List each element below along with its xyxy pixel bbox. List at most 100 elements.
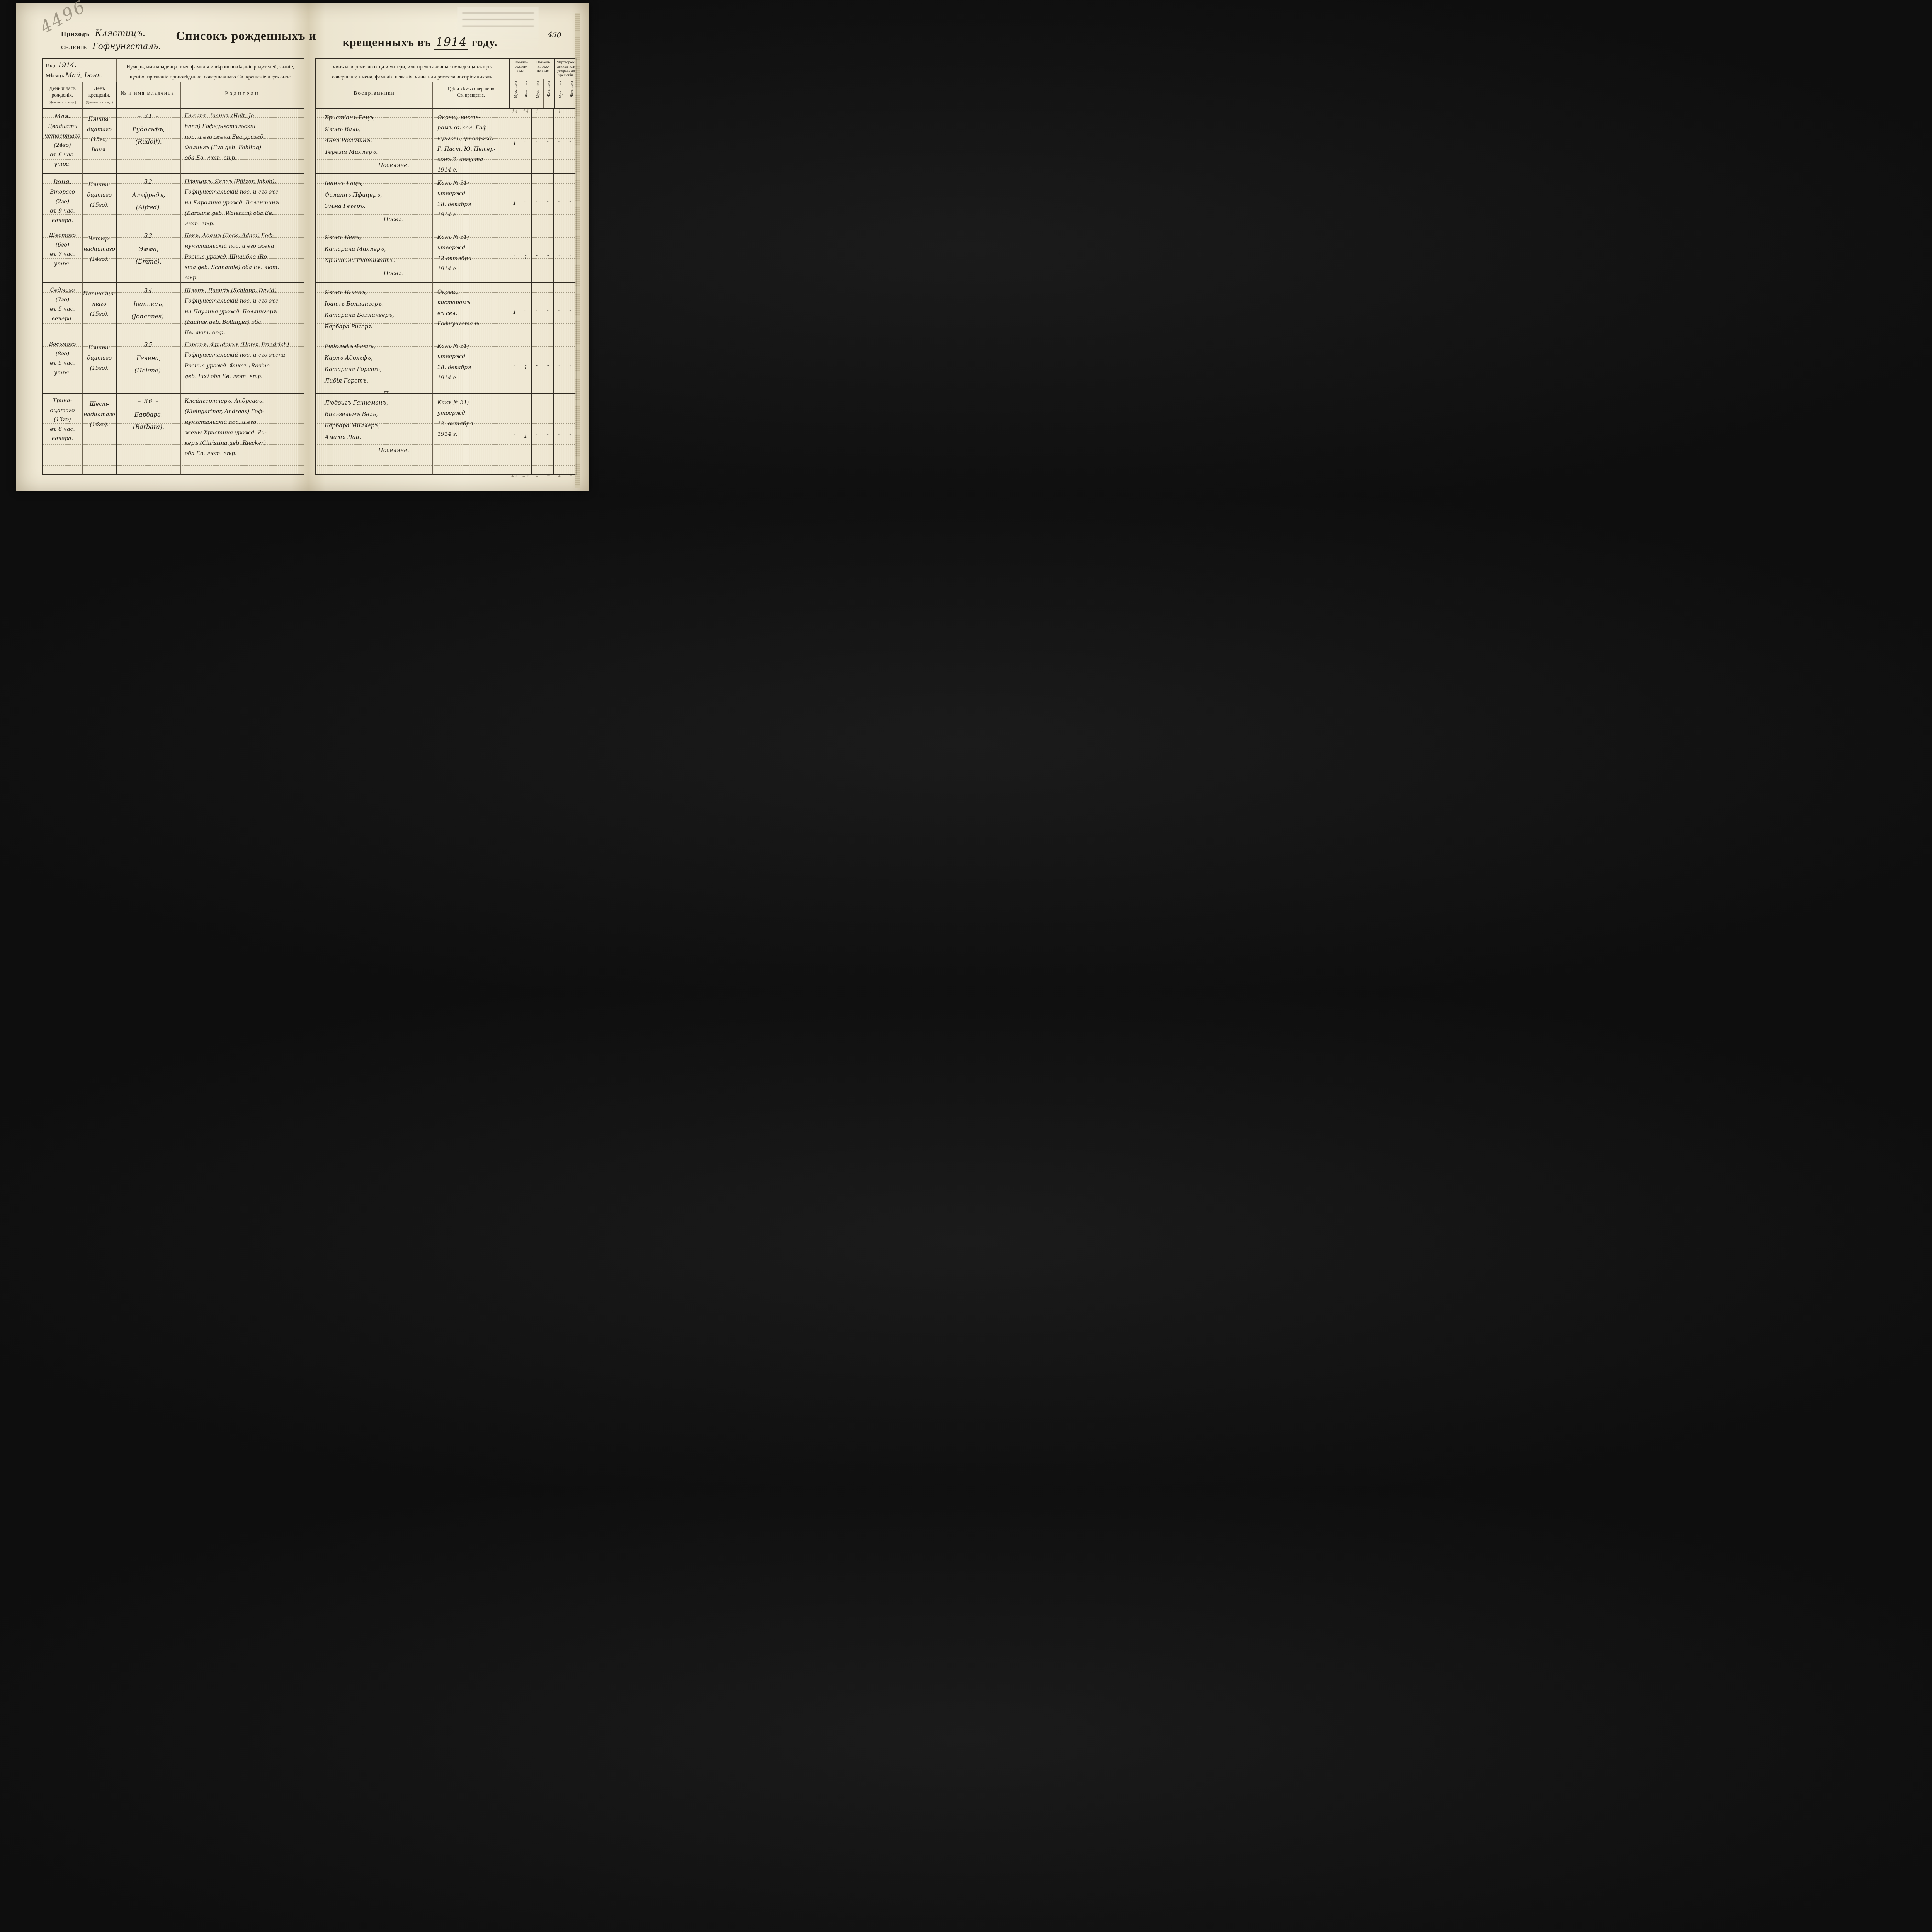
sponsors-cell: Рудольфъ Фиксъ, Карлъ Адольфъ, Катарина … — [315, 337, 433, 394]
tally-stillborn-male: ″ — [554, 283, 565, 337]
tally-stillborn-female: ″ — [565, 283, 577, 337]
tally-mark: ″ — [547, 139, 549, 146]
birth-header-text: День и часъ рожденія. — [49, 85, 76, 98]
tally-mark: ″ — [547, 199, 549, 206]
tally-mark: ″ — [547, 432, 549, 439]
male-column-label: Муж. пола — [513, 81, 518, 99]
column-header-where: Гдѣ и кѣмъ совершено Св. крещеніе. — [433, 82, 509, 109]
tally-mark: ″ — [558, 254, 561, 261]
register-book-spread: 4496 Приходъ Клястицъ. СЕЛЕНІЕ Гофнунгст… — [16, 0, 589, 491]
parish-label: Приходъ — [61, 30, 90, 37]
tally-illegit-female: ″ — [543, 283, 554, 337]
carried-total: 1 — [535, 109, 539, 115]
child-name: Эмма, (Emma). — [136, 245, 162, 265]
birth-date-cell: Трина- дцатаго (13го) въ 8 час. вечера. — [42, 394, 83, 475]
child-name: Рудольфъ, (Rudolf). — [132, 126, 165, 146]
sponsors-cell: Людвигъ Ганнеманъ, Вильгельмъ Вель, Барб… — [315, 394, 433, 475]
baptism-date-cell: Шест- надцатаго (16го). — [83, 394, 117, 475]
tally-stillborn-female: – ″ — [565, 109, 577, 174]
page-gutter — [304, 228, 315, 283]
total-legit-female-wrap: 17 — [520, 475, 532, 488]
where-baptized-cell: Какъ № 31; утвержд. 12 октября 1914 г. — [433, 228, 509, 283]
tally-mark: ″ — [558, 199, 561, 206]
sponsors-cell: Христіанъ Гецъ, Яковъ Валь, Анна Россман… — [315, 109, 433, 174]
parish-value: Клястицъ. — [91, 29, 155, 39]
female-column-label: Жен. пола — [547, 81, 551, 97]
record-row: Седмого (7го) въ 5 час. вечера. Пятнадца… — [42, 283, 577, 337]
record-number: – 32 – — [138, 178, 160, 185]
birth-month: Мая. — [54, 112, 71, 120]
baptism-header-note: (День писать склад.) — [85, 100, 113, 104]
total-illegit-female: – — [543, 475, 554, 478]
record-row: Мая. Двадцать четвертаго (24го) въ 6 час… — [42, 109, 577, 174]
page-stack-edge — [575, 13, 580, 488]
baptism-header-text: День крещенія. — [88, 85, 111, 98]
parents-cell: Клейнгертнеръ, Андреасъ, (Kleingärtner, … — [181, 394, 304, 475]
birth-date-cell: Седмого (7го) въ 5 час. вечера. — [42, 283, 83, 337]
tally-illegit-male: ″ — [532, 394, 543, 475]
tally-mark: ″ — [547, 308, 549, 315]
desc-right-line1: чинъ или ремесло отца и матери, или пред… — [333, 64, 493, 70]
tally-mark: ″ — [536, 432, 538, 439]
tally-legit-male: 14 1 — [509, 109, 520, 174]
sponsors-note: Посел. — [325, 389, 431, 393]
where-baptized-cell: Окрещ. кистеромъ въ сел. Гофнунгсталь. — [433, 283, 509, 337]
carried-total: – — [569, 109, 572, 115]
tally-stillborn-male: ″ — [554, 174, 565, 228]
birth-date-cell: Мая. Двадцать четвертаго (24го) въ 6 час… — [42, 109, 83, 174]
number-name-cell: – 32 – Альфредъ, (Alfred). — [117, 174, 181, 228]
column-header-parents: Родители — [181, 82, 304, 109]
tally-illegit-female: ″ — [543, 337, 554, 394]
where-baptized-cell: Какъ № 31; утвержд. 28. декабря 1914 г. — [433, 174, 509, 228]
sponsors-cell: Яковъ Бекъ, Катарина Миллеръ, Христина Р… — [315, 228, 433, 283]
column-header-baptism: День крещенія. (День писать склад.) — [83, 82, 117, 109]
where-baptized-cell: Окрещ. кисте- ромъ въ сел. Гоф- нунгст.;… — [433, 109, 509, 174]
folio-number: 450 — [547, 30, 562, 40]
title-right-pre: крещенныхъ въ — [342, 36, 431, 49]
tally-mark: ″ — [569, 432, 572, 439]
page-gutter — [304, 58, 315, 109]
sponsors-cell: Яковъ Шлепъ, Іоаннъ Боллингеръ, Катарина… — [315, 283, 433, 337]
tally-mark: ″ — [569, 254, 572, 261]
tally-mark: 1 — [524, 432, 528, 439]
record-number: – 31 – — [138, 112, 160, 119]
page-gutter — [304, 174, 315, 228]
record-row: Шестого (6го) въ 7 час. утра. Четыр- над… — [42, 228, 577, 283]
birth-date: Трина- дцатаго (13го) въ 8 час. вечера. — [50, 398, 75, 442]
child-name: Іоаннесъ, (Johannes). — [131, 300, 166, 320]
birth-header-note: (День писать склад.) — [49, 100, 76, 104]
tally-mark: 1 — [513, 139, 517, 146]
month-label: Мѣсяцъ — [46, 73, 64, 79]
tally-illegit-male: ″ — [532, 228, 543, 283]
tally-legit-female: 1 — [520, 228, 532, 283]
child-name: Барбара, (Barbara). — [133, 411, 164, 431]
tally-legit-female: 14 ″ — [520, 109, 532, 174]
carried-total: – — [547, 109, 549, 115]
page-gutter — [304, 283, 315, 337]
baptism-date-cell: Четыр- надцатаго (14го). — [83, 228, 117, 283]
tally-illegit-male: ″ — [532, 283, 543, 337]
tally-stillborn-male: 1 ″ — [554, 109, 565, 174]
total-stillborn-female-wrap: – — [565, 475, 577, 488]
birth-date-cell: Восьмого (8го) въ 5 час. утра. — [42, 337, 83, 394]
sponsors-note: Поселяне. — [378, 447, 409, 454]
total-legit-male: 17 — [509, 475, 520, 478]
total-illegit-male: 1 — [532, 475, 543, 478]
tally-stillborn-female: ″ — [565, 174, 577, 228]
number-name-cell: – 36 – Барбара, (Barbara). — [117, 394, 181, 475]
tally-mark: ″ — [536, 308, 538, 315]
total-legit-female: 17 — [520, 475, 532, 478]
tally-mark: ″ — [558, 432, 561, 439]
page-gutter — [304, 109, 315, 174]
carried-total: 14 — [511, 109, 518, 115]
tally-legit-female: 1 — [520, 394, 532, 475]
desc-left-line1: Нумеръ, имя младенца; имя, фамилія и вѣр… — [126, 64, 294, 70]
baptism-date-cell: Пятнадца- таго (15го). — [83, 283, 117, 337]
record-number: – 35 – — [138, 341, 160, 348]
description-right: чинъ или ремесло отца и матери, или пред… — [315, 58, 509, 82]
sponsors-note: Посел. — [383, 270, 404, 277]
child-name: Альфредъ, (Alfred). — [132, 191, 165, 211]
tally-stillborn-female: ″ — [565, 394, 577, 475]
record-number: – 33 – — [138, 232, 160, 239]
total-stillborn-female: – — [565, 475, 577, 478]
